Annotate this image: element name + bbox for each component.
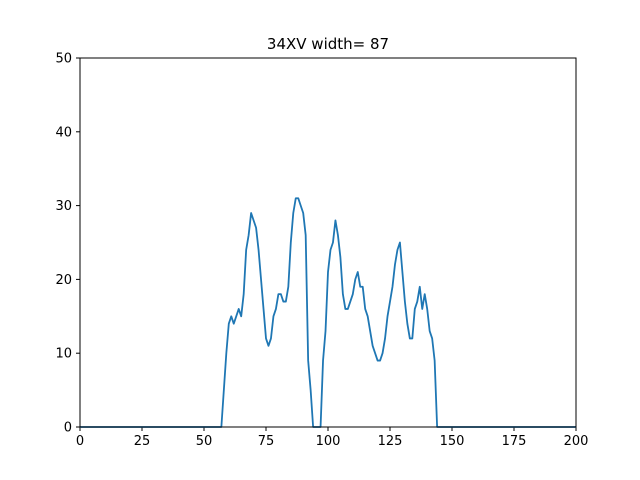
x-tick-label: 25 (134, 434, 151, 449)
chart-title: 34XV width= 87 (267, 35, 389, 53)
tick-group: 0 25 50 75 100 125 150 175 200 0 10 20 30 40 50 (55, 52, 588, 450)
plot-area (80, 58, 576, 427)
y-tick-label: 30 (55, 199, 72, 214)
plot-frame (79, 57, 577, 428)
x-tick-label: 50 (196, 434, 213, 449)
y-tick-label: 20 (55, 273, 72, 288)
x-tick-label: 175 (502, 434, 527, 449)
x-tick-label: 200 (564, 434, 589, 449)
y-tick-label: 50 (55, 52, 72, 67)
x-tick-label: 100 (316, 434, 341, 449)
x-tick-label: 125 (378, 434, 403, 449)
y-tick-label: 0 (64, 421, 72, 436)
y-tick-label: 40 (55, 125, 72, 140)
y-tick-label: 10 (55, 347, 72, 362)
x-tick-label: 75 (258, 434, 275, 449)
series-line (80, 197, 576, 428)
x-tick-label: 150 (440, 434, 465, 449)
x-tick-label: 0 (76, 434, 84, 449)
